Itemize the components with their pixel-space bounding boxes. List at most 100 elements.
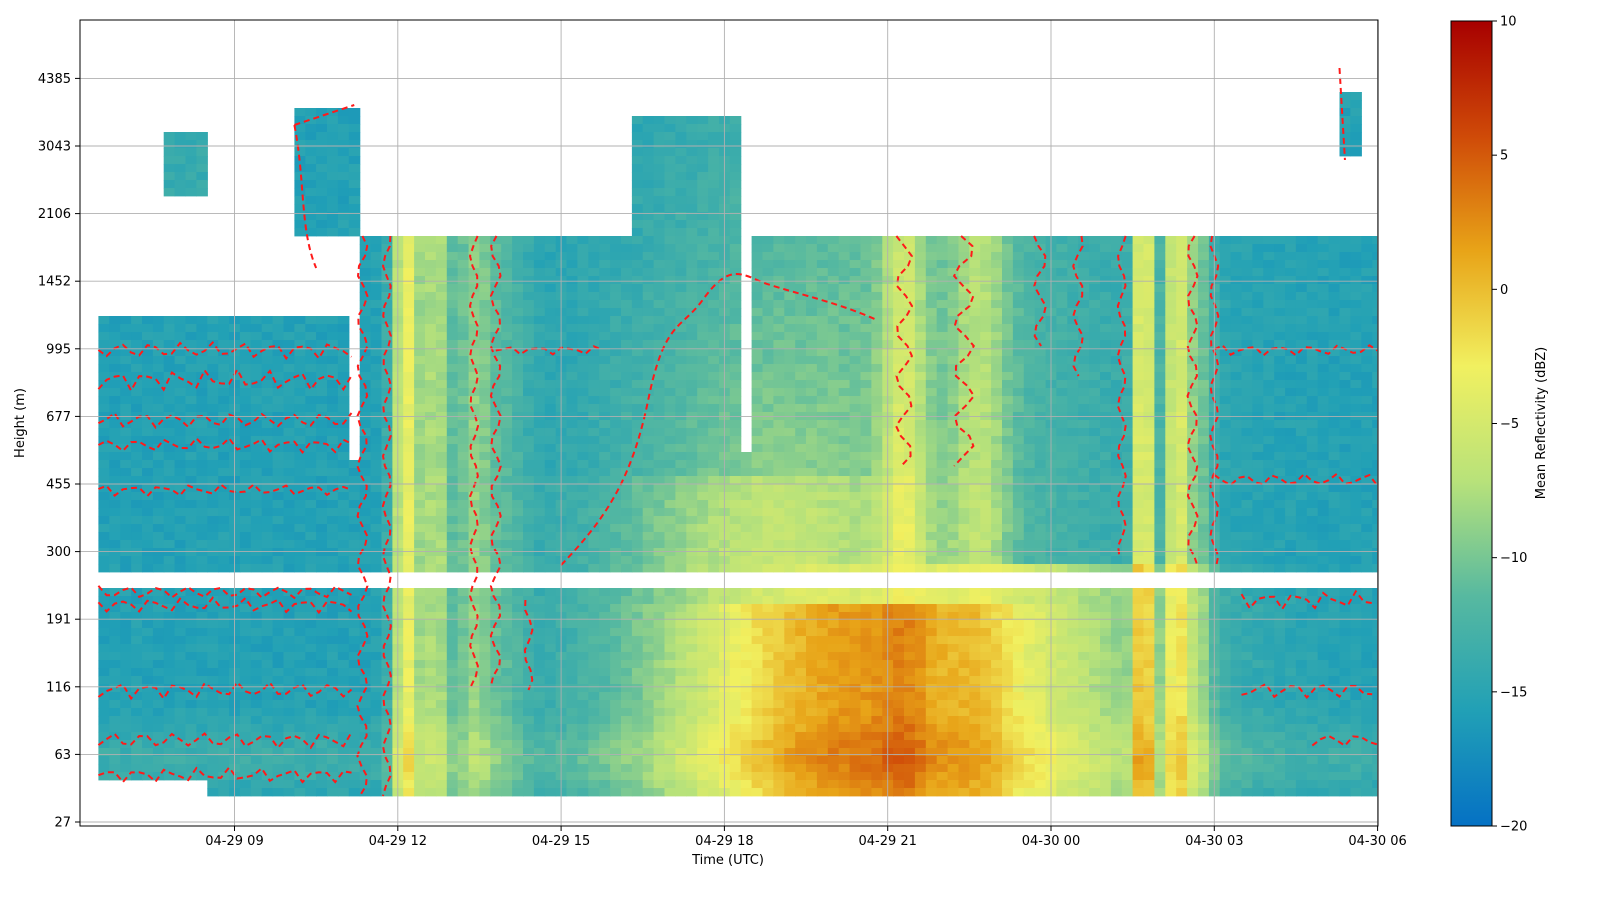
heatmap-cell bbox=[871, 236, 883, 245]
heatmap-cell bbox=[479, 652, 491, 661]
heatmap-cell bbox=[403, 428, 415, 437]
heatmap-cell bbox=[425, 636, 437, 645]
heatmap-cell bbox=[816, 644, 829, 653]
heatmap-cell bbox=[98, 460, 110, 469]
heatmap-cell bbox=[457, 756, 470, 765]
heatmap-cell bbox=[653, 196, 666, 205]
heatmap-cell bbox=[414, 756, 426, 765]
heatmap-cell bbox=[708, 444, 720, 453]
heatmap-cell bbox=[446, 508, 459, 517]
heatmap-cell bbox=[849, 740, 862, 749]
heatmap-cell bbox=[207, 404, 219, 413]
heatmap-cell bbox=[435, 788, 448, 797]
heatmap-cell bbox=[893, 484, 905, 493]
heatmap-cell bbox=[283, 708, 295, 717]
heatmap-cell bbox=[218, 332, 230, 341]
heatmap-cell bbox=[359, 788, 372, 797]
heatmap-cell bbox=[729, 644, 742, 653]
heatmap-cell bbox=[359, 484, 372, 493]
heatmap-cell bbox=[784, 764, 796, 773]
heatmap-cell bbox=[414, 556, 426, 565]
heatmap-cell bbox=[414, 348, 426, 357]
heatmap-cell bbox=[523, 268, 535, 277]
heatmap-cell bbox=[838, 332, 851, 341]
heatmap-cell bbox=[544, 780, 557, 789]
heatmap-cell bbox=[806, 396, 818, 405]
heatmap-cell bbox=[501, 756, 513, 765]
heatmap-cell bbox=[827, 276, 840, 285]
heatmap-cell bbox=[893, 468, 905, 477]
heatmap-cell bbox=[337, 500, 350, 509]
heatmap-cell bbox=[729, 332, 742, 341]
heatmap-cell bbox=[697, 124, 709, 133]
heatmap-cell bbox=[740, 500, 753, 509]
heatmap-cell bbox=[327, 476, 339, 485]
heatmap-cell bbox=[239, 452, 252, 461]
heatmap-cell bbox=[294, 668, 306, 677]
heatmap-cell bbox=[588, 444, 600, 453]
heatmap-cell bbox=[523, 372, 535, 381]
heatmap-cell bbox=[403, 676, 415, 685]
heatmap-cell bbox=[610, 556, 622, 565]
heatmap-cell bbox=[479, 420, 491, 429]
heatmap-cell bbox=[675, 276, 687, 285]
heatmap-cell bbox=[207, 780, 219, 789]
heatmap-cell bbox=[250, 452, 263, 461]
heatmap-cell bbox=[283, 628, 295, 637]
heatmap-cell bbox=[599, 324, 611, 333]
heatmap-cell bbox=[762, 612, 774, 621]
heatmap-cell bbox=[174, 636, 187, 645]
heatmap-cell bbox=[795, 356, 807, 365]
heatmap-cell bbox=[457, 532, 470, 541]
heatmap-cell bbox=[468, 596, 481, 605]
heatmap-cell bbox=[533, 292, 546, 301]
heatmap-cell bbox=[120, 380, 132, 389]
heatmap-cell bbox=[697, 340, 709, 349]
heatmap-cell bbox=[479, 308, 491, 317]
heatmap-cell bbox=[163, 364, 176, 373]
heatmap-cell bbox=[512, 524, 524, 533]
heatmap-cell bbox=[337, 596, 350, 605]
heatmap-cell bbox=[849, 732, 862, 741]
heatmap-cell bbox=[490, 276, 502, 285]
heatmap-cell bbox=[174, 444, 187, 453]
heatmap-cell bbox=[751, 396, 764, 405]
heatmap-cell bbox=[860, 244, 872, 253]
heatmap-cell bbox=[751, 620, 764, 629]
heatmap-cell bbox=[827, 652, 840, 661]
heatmap-cell bbox=[142, 692, 154, 701]
heatmap-cell bbox=[479, 788, 491, 797]
heatmap-cell bbox=[838, 660, 851, 669]
heatmap-cell bbox=[533, 396, 546, 405]
heatmap-cell bbox=[337, 180, 350, 189]
heatmap-cell bbox=[664, 428, 676, 437]
heatmap-cell bbox=[457, 476, 470, 485]
heatmap-cell bbox=[827, 364, 840, 373]
heatmap-cell bbox=[577, 692, 589, 701]
heatmap-cell bbox=[512, 236, 524, 245]
heatmap-cell bbox=[457, 276, 470, 285]
heatmap-cell bbox=[152, 676, 165, 685]
heatmap-cell bbox=[501, 644, 513, 653]
heatmap-cell bbox=[316, 524, 328, 533]
heatmap-cell bbox=[109, 692, 121, 701]
heatmap-cell bbox=[686, 756, 698, 765]
heatmap-cell bbox=[457, 236, 470, 245]
heatmap-cell bbox=[294, 228, 306, 237]
heatmap-cell bbox=[163, 468, 176, 477]
heatmap-cell bbox=[642, 516, 655, 525]
heatmap-cell bbox=[261, 724, 274, 733]
heatmap-cell bbox=[207, 708, 219, 717]
heatmap-cell bbox=[261, 492, 274, 501]
heatmap-cell bbox=[152, 556, 165, 565]
heatmap-cell bbox=[501, 340, 513, 349]
heatmap-cell bbox=[348, 700, 361, 709]
heatmap-cell bbox=[697, 204, 709, 213]
heatmap-cell bbox=[479, 604, 491, 613]
heatmap-cell bbox=[610, 356, 622, 365]
heatmap-cell bbox=[337, 156, 350, 165]
heatmap-cell bbox=[348, 716, 361, 725]
heatmap-cell bbox=[893, 316, 905, 325]
heatmap-cell bbox=[729, 388, 742, 397]
heatmap-cell bbox=[642, 780, 655, 789]
